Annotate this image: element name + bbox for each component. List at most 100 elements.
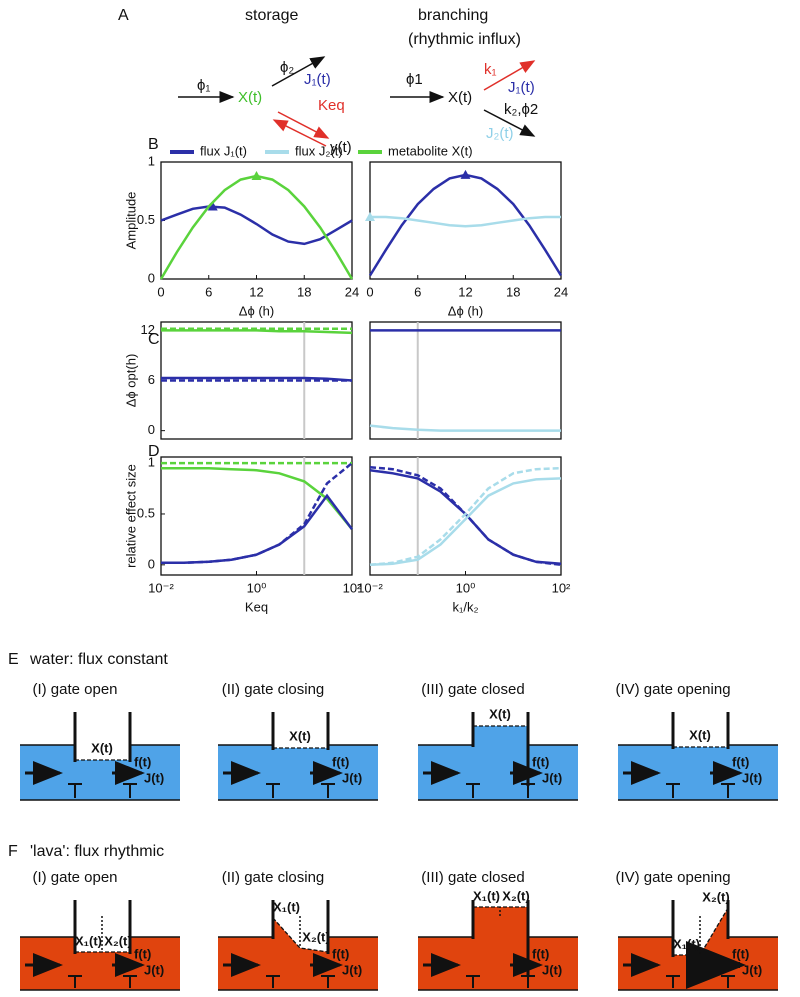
y-tick-label: 0.5 (137, 212, 155, 227)
level-label: X₁(t) (75, 933, 102, 948)
label: ϕ₂ (280, 59, 294, 76)
level-label: X₂(t) (502, 888, 529, 903)
arrow (483, 60, 536, 91)
panel-title: 'lava': flux rhythmic (30, 843, 164, 860)
outflux-label: J(t) (144, 770, 164, 785)
y-tick-label: 0.5 (137, 505, 155, 520)
series-line (161, 329, 353, 335)
diagram-title: branching (418, 7, 488, 24)
label: k₂,ϕ2 (504, 101, 538, 118)
arrow (272, 119, 327, 147)
legend-label: metabolite X(t) (388, 143, 473, 158)
stage-title: (IV) gate opening (615, 681, 730, 698)
x-axis-label: k₁/k₂ (452, 599, 478, 614)
label: y(t) (330, 139, 352, 156)
y-tick-label: 1 (148, 455, 155, 470)
fluid (673, 747, 728, 800)
outflux-label: J(t) (742, 770, 762, 785)
y-axis-label: Amplitude (123, 192, 138, 250)
outflux-label: J(t) (742, 962, 762, 977)
x-tick-label: 6 (414, 284, 421, 299)
stage-title: (I) gate open (32, 681, 117, 698)
x-tick-label: 12 (458, 284, 472, 299)
panel-letter: C (148, 331, 160, 348)
x-tick-label: 10⁻² (357, 580, 383, 595)
outflux-label: J(t) (542, 962, 562, 977)
x-tick-label: 0 (366, 284, 373, 299)
panel-title: water: flux constant (29, 651, 168, 668)
label: Keq (318, 97, 345, 114)
legend-label: flux J₂(t) (295, 143, 343, 158)
series-line (370, 215, 561, 228)
label: X(t) (238, 89, 262, 106)
outflux-label: J(t) (342, 770, 362, 785)
panel-letter: A (118, 7, 129, 24)
panel-letter: D (148, 443, 160, 460)
x-tick-label: 18 (297, 284, 311, 299)
stage-title: (III) gate closed (421, 869, 524, 886)
series-line (369, 424, 561, 432)
fluid (473, 726, 528, 800)
label: J₂(t) (486, 125, 513, 142)
stage-title: (II) gate closing (222, 869, 325, 886)
panel-a: A storage branching (rhythmic influx) ϕ₁… (118, 7, 538, 156)
peak-marker (365, 211, 375, 221)
level-label: X₂(t) (702, 889, 729, 904)
level-label: X(t) (489, 706, 511, 721)
x-axis-label: Keq (245, 599, 268, 614)
diagram-title: storage (245, 7, 298, 24)
stage-title: (III) gate closed (421, 681, 524, 698)
y-tick-label: 1 (148, 153, 155, 168)
stage-title: (IV) gate opening (615, 869, 730, 886)
peak-marker (460, 169, 471, 179)
x-tick-label: 18 (506, 284, 520, 299)
label: X(t) (448, 89, 472, 106)
level-label: X(t) (91, 740, 113, 755)
fluid (75, 952, 130, 990)
x-tick-label: 10² (343, 580, 362, 595)
gate-flux-label: f(t) (134, 946, 151, 961)
gate-flux-label: f(t) (332, 754, 349, 769)
peak-marker (207, 201, 218, 211)
series-line (161, 493, 354, 565)
gate-flux-label: f(t) (732, 754, 749, 769)
series-line (369, 468, 562, 566)
y-tick-label: 0 (148, 422, 155, 437)
peak-marker (251, 171, 262, 181)
x-tick-label: 10² (552, 580, 571, 595)
stage-title: (II) gate closing (222, 681, 325, 698)
level-label: X₁(t) (673, 936, 700, 951)
x-tick-label: 10⁰ (456, 580, 476, 595)
x-tick-label: 6 (205, 284, 212, 299)
panel-letter: F (8, 843, 18, 860)
series-line (160, 205, 353, 246)
legend-label: flux J₁(t) (200, 143, 247, 158)
x-axis-label: Δϕ (h) (448, 303, 483, 318)
diagram-title: (rhythmic influx) (408, 31, 521, 48)
level-label: X₁(t) (273, 899, 300, 914)
plot-frame (369, 321, 562, 440)
gate-flux-label: f(t) (732, 946, 749, 961)
surface-line (272, 917, 329, 953)
label: J₁(t) (304, 71, 331, 88)
x-tick-label: 24 (345, 284, 359, 299)
arrow (277, 111, 330, 139)
gate-flux-label: f(t) (332, 946, 349, 961)
outflux-label: J(t) (542, 770, 562, 785)
level-label: X₁(t) (473, 888, 500, 903)
y-tick-label: 12 (141, 322, 155, 337)
fluid (473, 907, 528, 990)
label: ϕ1 (406, 71, 423, 88)
gate-flux-label: f(t) (532, 754, 549, 769)
y-tick-label: 0 (148, 556, 155, 571)
outflux-label: J(t) (342, 962, 362, 977)
y-tick-label: 0 (148, 270, 155, 285)
x-axis-label: Δϕ (h) (239, 303, 274, 318)
series-line (369, 465, 562, 567)
outflux-label: J(t) (144, 962, 164, 977)
x-tick-label: 10⁰ (247, 580, 267, 595)
arrow (271, 56, 326, 87)
arrow (483, 109, 536, 137)
x-tick-label: 10⁻² (148, 580, 174, 595)
